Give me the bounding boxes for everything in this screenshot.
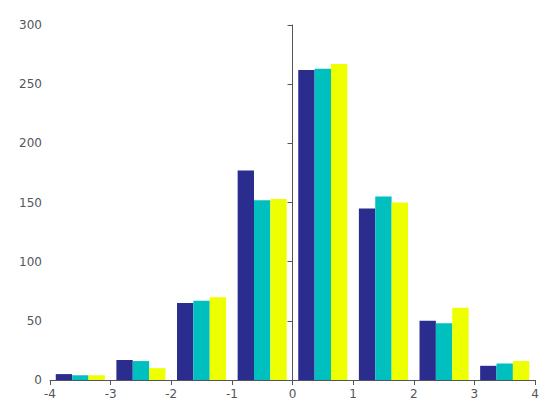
svg-text:0: 0: [34, 373, 42, 387]
svg-text:-3: -3: [105, 387, 117, 401]
svg-text:50: 50: [27, 314, 42, 328]
svg-text:250: 250: [19, 77, 42, 91]
svg-text:-2: -2: [165, 387, 177, 401]
svg-text:1: 1: [349, 387, 357, 401]
svg-text:-4: -4: [44, 387, 56, 401]
svg-text:-1: -1: [226, 387, 238, 401]
svg-text:100: 100: [19, 255, 42, 269]
svg-text:300: 300: [19, 18, 42, 32]
svg-text:200: 200: [19, 136, 42, 150]
svg-text:3: 3: [471, 387, 479, 401]
svg-text:2: 2: [410, 387, 418, 401]
svg-text:0: 0: [289, 387, 297, 401]
svg-text:150: 150: [19, 196, 42, 210]
svg-text:4: 4: [531, 387, 539, 401]
